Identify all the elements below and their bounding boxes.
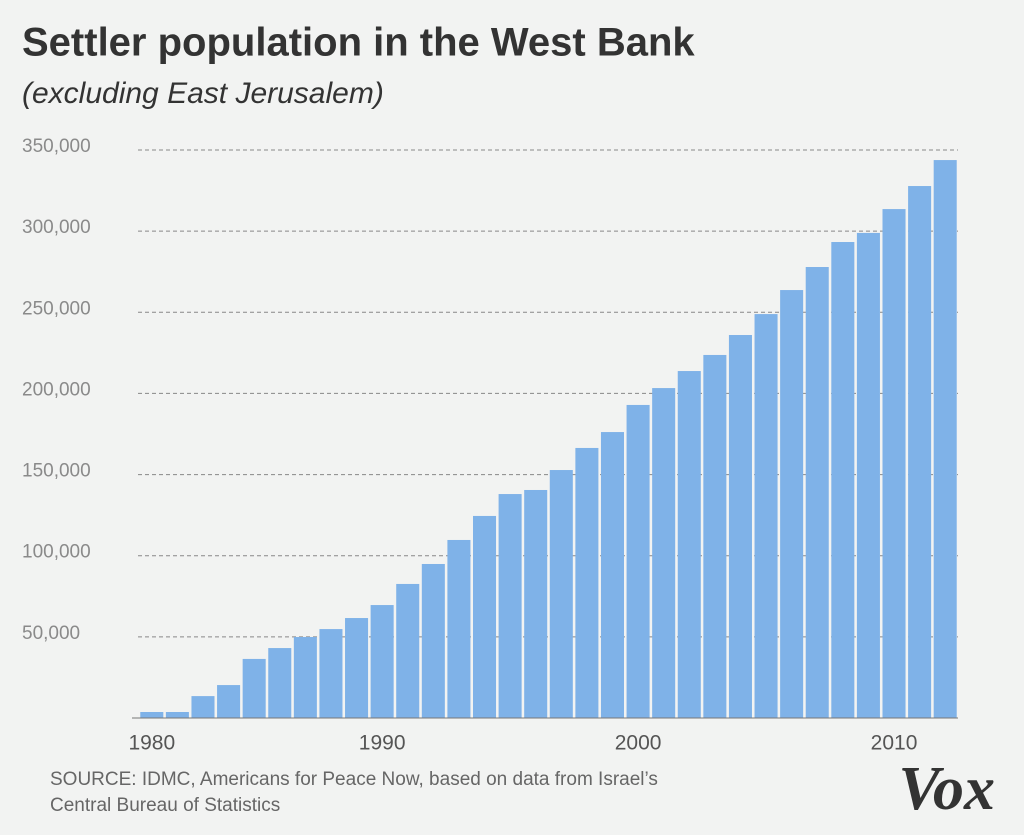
bar bbox=[805, 267, 829, 718]
y-tick-label: 250,000 bbox=[22, 298, 91, 319]
bar bbox=[268, 648, 292, 718]
bar bbox=[575, 447, 599, 718]
bar bbox=[447, 539, 471, 718]
bar bbox=[498, 494, 522, 718]
bar bbox=[933, 160, 957, 719]
source: SOURCE: IDMC, Americans for Peace Now, b… bbox=[50, 769, 658, 790]
bar bbox=[703, 354, 727, 718]
bar bbox=[217, 685, 241, 718]
chart-title: Settler population in the West Bank bbox=[22, 21, 695, 65]
source: Central Bureau of Statistics bbox=[50, 795, 280, 816]
y-tick-label: 100,000 bbox=[22, 542, 91, 563]
bar bbox=[472, 515, 497, 718]
bar bbox=[293, 637, 317, 718]
bar bbox=[549, 470, 573, 718]
bar bbox=[882, 209, 906, 718]
bar bbox=[652, 388, 676, 718]
y-tick-label: 150,000 bbox=[22, 461, 91, 482]
bar bbox=[831, 242, 855, 719]
bar bbox=[780, 290, 804, 718]
bar bbox=[370, 605, 394, 718]
bar bbox=[140, 711, 164, 718]
x-tick-label: 2000 bbox=[615, 732, 662, 755]
chart-subtitle: (excluding East Jerusalem) bbox=[22, 77, 384, 110]
y-tick-label: 50,000 bbox=[22, 623, 80, 644]
bar bbox=[396, 583, 420, 718]
bar bbox=[345, 618, 369, 718]
bar bbox=[242, 658, 266, 718]
bar bbox=[754, 314, 778, 718]
bar bbox=[728, 335, 752, 718]
bar bbox=[319, 629, 343, 718]
x-tick-label: 2010 bbox=[871, 732, 918, 755]
bar bbox=[524, 489, 548, 718]
bar bbox=[856, 232, 880, 719]
x-tick-label: 1980 bbox=[128, 732, 175, 755]
bar bbox=[165, 711, 189, 718]
logo: Vox bbox=[899, 755, 995, 823]
bar bbox=[677, 371, 701, 718]
x-tick-label: 1990 bbox=[359, 732, 406, 755]
bar bbox=[626, 404, 650, 718]
bar bbox=[908, 186, 932, 718]
y-tick-label: 200,000 bbox=[22, 379, 91, 400]
y-tick-label: 350,000 bbox=[22, 136, 91, 157]
bar bbox=[191, 696, 215, 718]
bar bbox=[600, 432, 625, 718]
y-tick-label: 300,000 bbox=[22, 217, 91, 238]
bar bbox=[421, 563, 445, 718]
